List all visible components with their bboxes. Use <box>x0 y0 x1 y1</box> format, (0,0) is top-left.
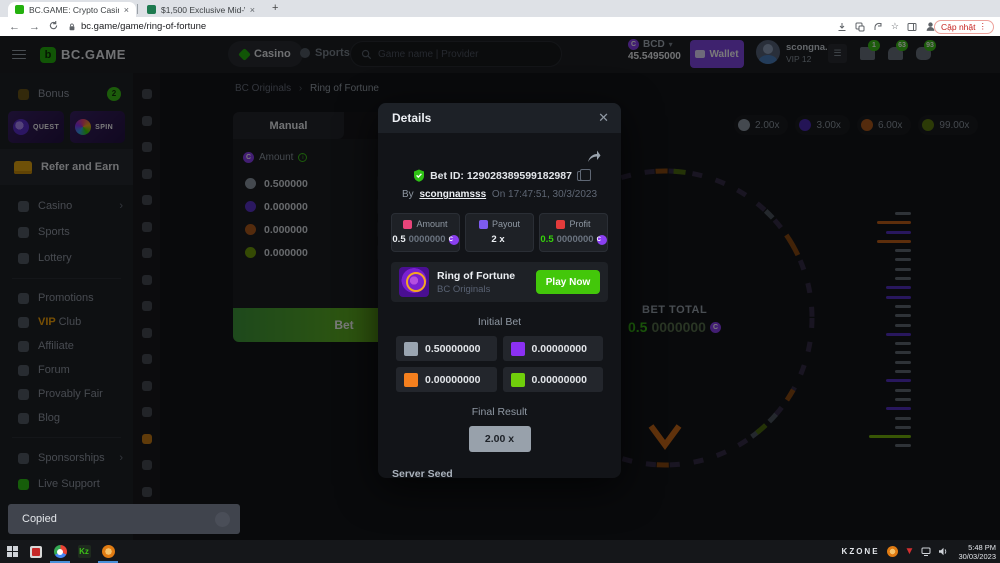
bet-color-swatch <box>510 341 525 356</box>
stat-box: Payout 2 x C <box>465 213 534 252</box>
address-bar[interactable]: bc.game/game/ring-of-fortune <box>68 21 206 32</box>
url-text: bc.game/game/ring-of-fortune <box>81 21 207 32</box>
side-panel-icon[interactable] <box>907 22 917 32</box>
windows-taskbar: Kz KZONE ▼ 5:48 PM 30/03/2023 <box>0 540 1000 563</box>
kzone-label: KZONE <box>841 547 880 556</box>
server-seed-label: Server Seed <box>392 468 453 478</box>
stat-box: Profit 0.5 0000000 C <box>539 213 608 252</box>
stat-icon <box>478 219 488 229</box>
stat-icon <box>556 219 566 229</box>
browser-tab-active[interactable]: BC.GAME: Crypto Casino Games × <box>8 2 136 17</box>
close-icon[interactable]: ✕ <box>598 110 609 125</box>
tab-close-icon[interactable]: × <box>249 4 255 15</box>
game-name: Ring of Fortune <box>437 269 516 282</box>
initial-bet-grid: 0.50000000 0.00000000 0.00000000 0.00000… <box>396 336 603 392</box>
taskbar-app-game[interactable] <box>24 540 48 563</box>
menu-dots-icon[interactable]: ⋮ <box>978 21 988 31</box>
taskbar-app-kz[interactable]: Kz <box>72 540 96 563</box>
orange-app-icon <box>101 545 115 558</box>
toast-dismiss-icon[interactable] <box>215 511 230 527</box>
taskbar-clock[interactable]: 5:48 PM 30/03/2023 <box>958 542 996 561</box>
bettor-username[interactable]: scongnamsss <box>419 189 487 200</box>
toolbar-icons: ☆ <box>837 17 936 36</box>
bet-color-swatch <box>404 341 418 356</box>
kz-app-icon: Kz <box>77 545 91 558</box>
translate-icon[interactable] <box>855 22 865 32</box>
modal-title: Details <box>392 111 432 125</box>
network-icon[interactable] <box>921 547 931 556</box>
bet-id: Bet ID: 129028389599182987 <box>430 169 572 182</box>
copied-toast: Copied <box>8 504 240 534</box>
profile-icon[interactable] <box>925 21 936 32</box>
final-result-label: Final Result <box>471 406 528 418</box>
new-tab-button[interactable]: + <box>272 2 279 14</box>
play-now-button[interactable]: Play Now <box>536 270 600 294</box>
final-result-value: 2.00 x <box>468 426 531 452</box>
tab-close-icon[interactable]: × <box>123 4 129 15</box>
chrome-icon <box>53 545 67 558</box>
browser-tabstrip: BC.GAME: Crypto Casino Games × $1,500 Ex… <box>0 0 1000 17</box>
tab-divider <box>137 4 138 14</box>
forward-button[interactable]: → <box>29 20 40 33</box>
tab-title: BC.GAME: Crypto Casino Games <box>29 4 119 15</box>
windows-logo-icon <box>6 546 18 557</box>
game-thumbnail[interactable] <box>399 267 429 297</box>
tab-title: $1,500 Exclusive Mid-Week Ring <box>161 4 245 15</box>
speaker-icon[interactable] <box>938 547 948 556</box>
bet-stats: Amount 0.50000000 C Payout 2 x C <box>391 213 608 252</box>
initial-bet-cell: 0.00000000 <box>502 367 603 392</box>
share-icon[interactable] <box>873 22 883 32</box>
details-modal: Details ✕ Bet ID: 129028389599182987 By … <box>378 103 621 478</box>
share-bet-icon[interactable] <box>587 149 601 163</box>
bcgame-favicon <box>15 5 24 14</box>
bookmark-star-icon[interactable]: ☆ <box>890 21 899 31</box>
chrome-update-button[interactable]: Cập nhật ⋮ <box>934 19 994 34</box>
tray-orange-icon[interactable] <box>886 546 898 557</box>
verified-shield-icon <box>414 169 425 182</box>
initial-bet-cell: 0.50000000 <box>396 336 497 361</box>
start-button[interactable] <box>0 540 24 563</box>
bcd-coin-icon: C <box>596 234 607 245</box>
game-row: Ring of Fortune BC Originals Play Now <box>391 262 608 302</box>
stat-icon <box>403 219 413 229</box>
back-button[interactable]: ← <box>9 20 20 33</box>
taskbar-app-chrome[interactable] <box>48 540 72 563</box>
game-app-icon <box>30 545 42 558</box>
stat-box: Amount 0.5 0000000 C <box>391 213 460 252</box>
bet-meta: By scongnamsss On 17:47:51, 30/3/2023 <box>401 189 598 200</box>
bet-color-swatch <box>404 372 418 387</box>
tray-download-arrow-icon[interactable]: ▼ <box>904 546 915 557</box>
padlock-icon <box>69 23 75 30</box>
browser-tab-inactive[interactable]: $1,500 Exclusive Mid-Week Ring × <box>140 2 262 17</box>
install-icon[interactable] <box>837 22 847 32</box>
reload-button[interactable] <box>49 20 58 33</box>
taskbar-app-orange[interactable] <box>96 540 120 563</box>
copy-icon[interactable] <box>576 168 591 181</box>
browser-toolbar: ← → bc.game/game/ring-of-fortune ☆ Cập n… <box>0 17 1000 36</box>
initial-bet-label: Initial Bet <box>477 316 522 328</box>
bcd-coin-icon: C <box>448 234 459 245</box>
initial-bet-cell: 0.00000000 <box>396 367 497 392</box>
game-provider[interactable]: BC Originals <box>437 283 491 295</box>
bet-color-swatch <box>510 372 525 387</box>
initial-bet-cell: 0.00000000 <box>502 336 603 361</box>
promo-favicon <box>147 5 156 14</box>
